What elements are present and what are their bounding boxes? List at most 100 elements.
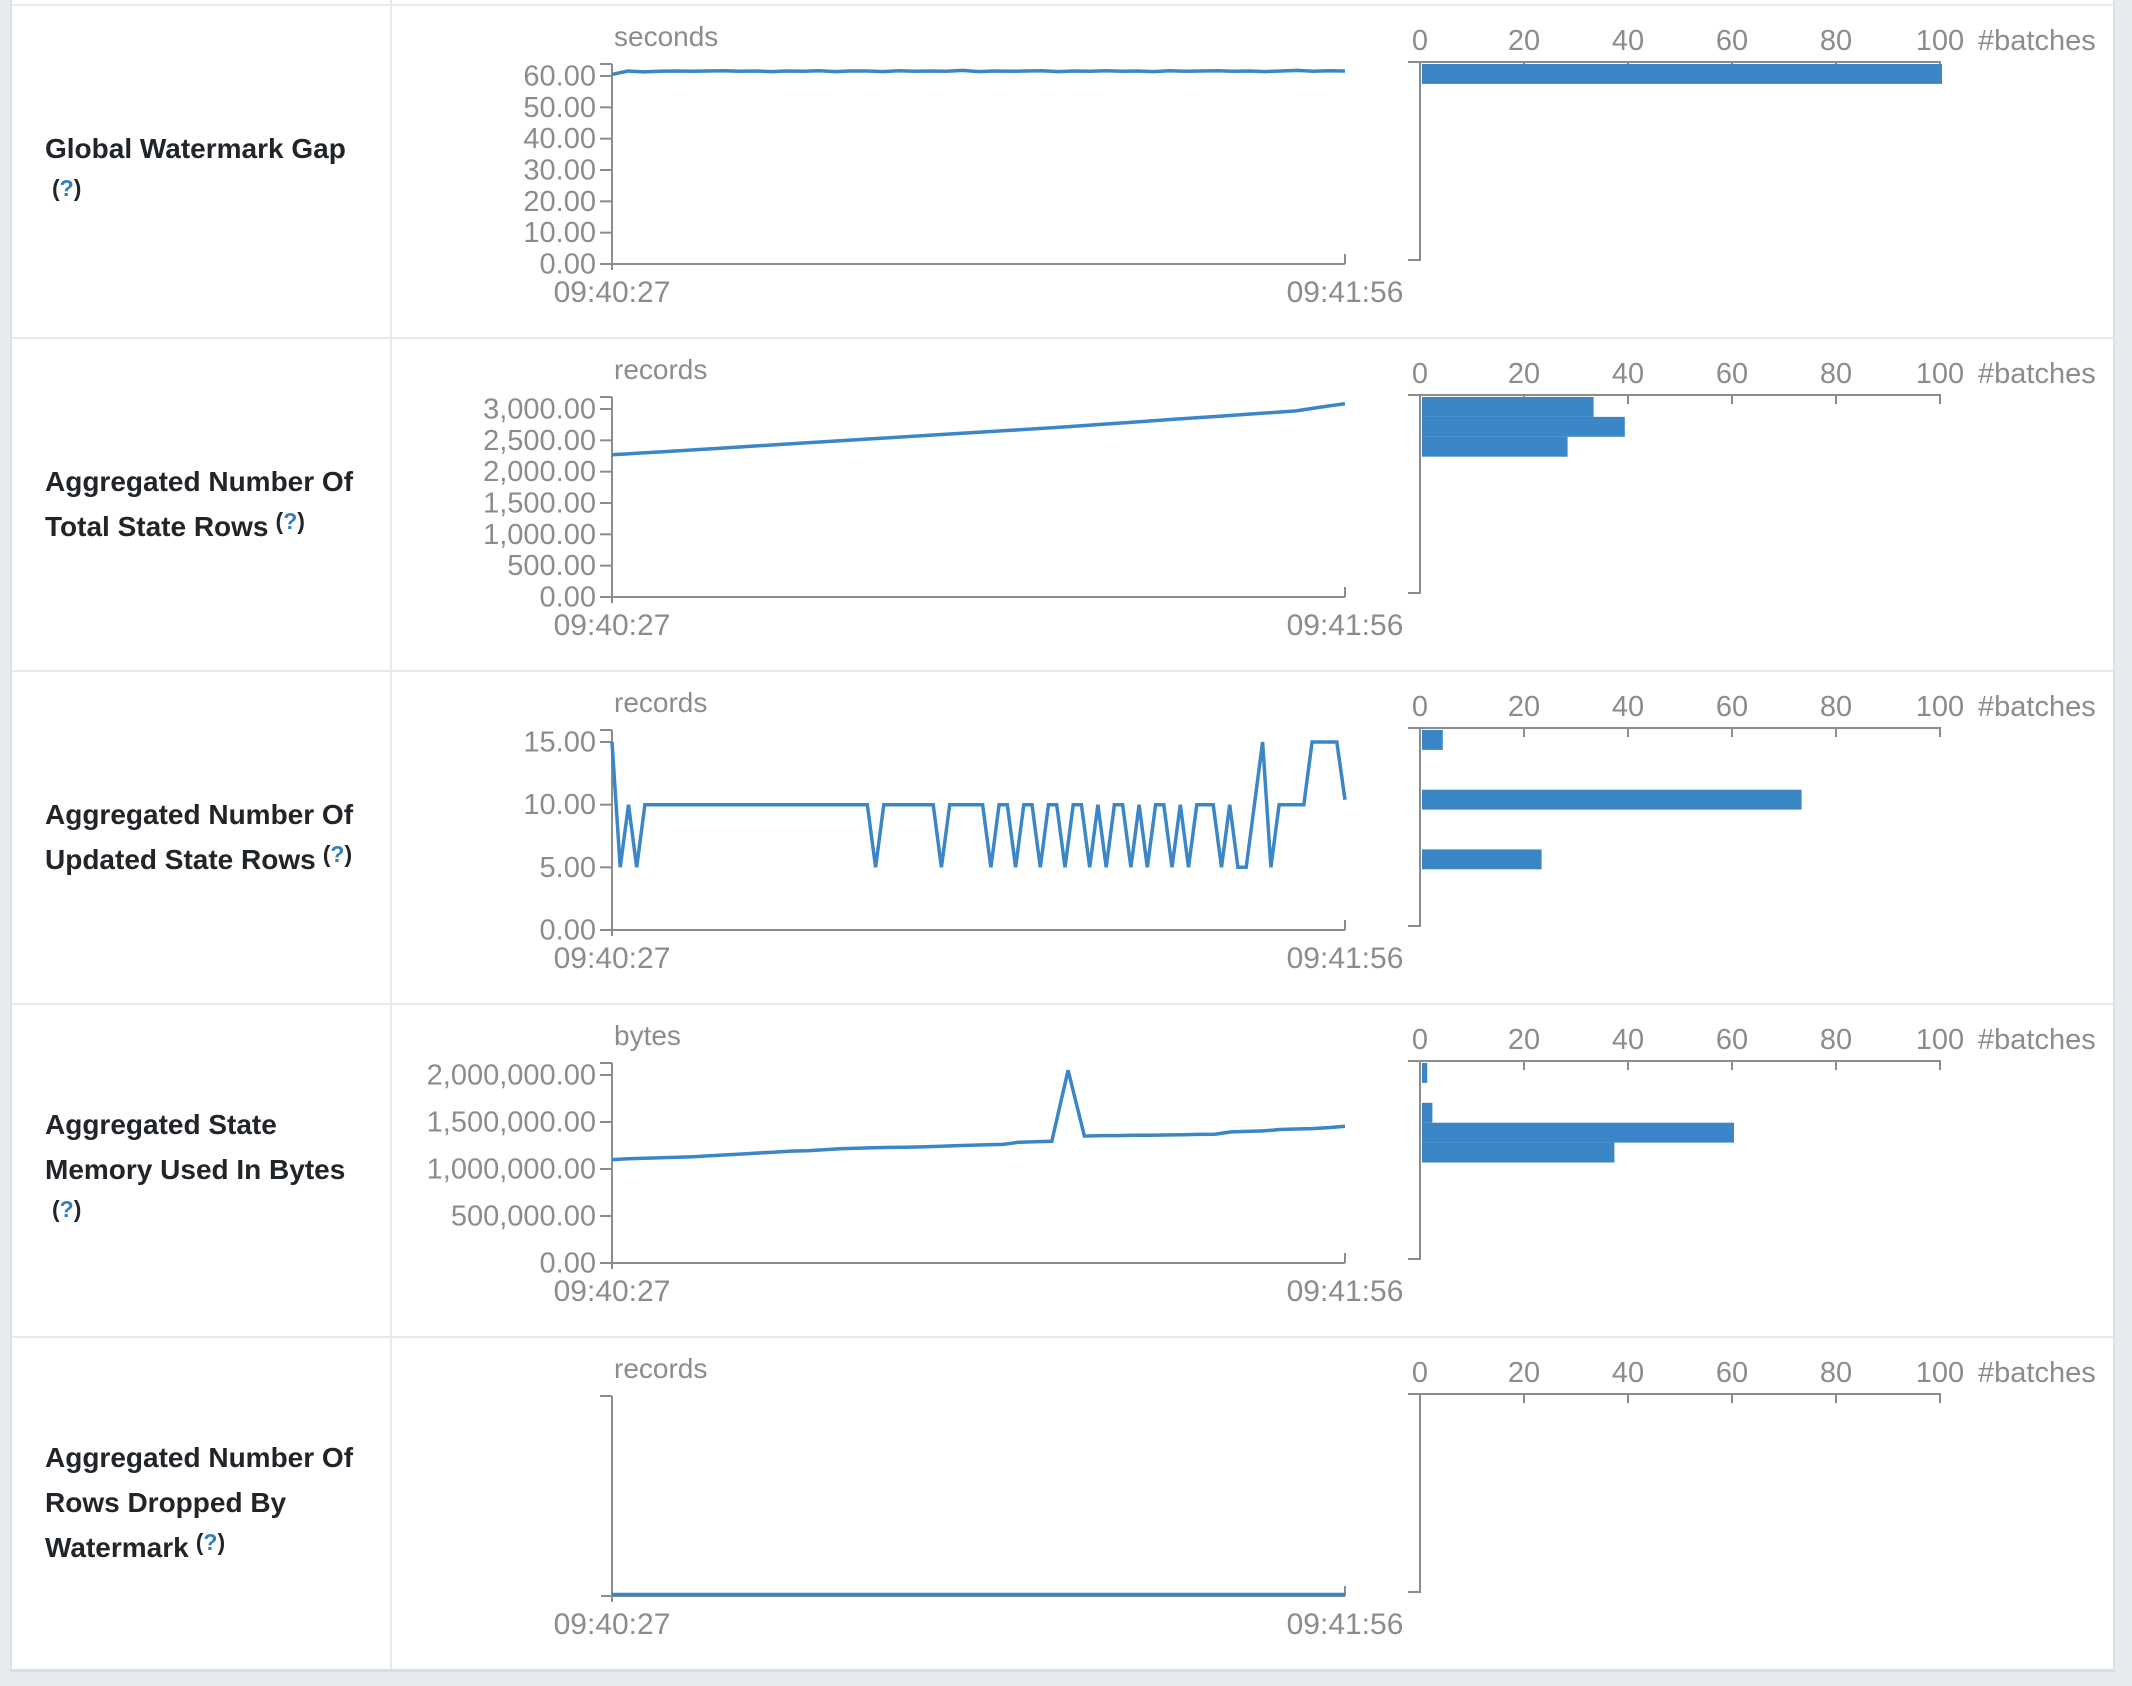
metric-label: Aggregated Number Of Rows Dropped By Wat… <box>12 1338 392 1669</box>
histogram-tick-label: 80 <box>1820 25 1852 57</box>
help-marker: (?) <box>52 174 82 201</box>
histogram-tick-label: 100 <box>1916 358 1964 390</box>
histogram-chart: 0 20 40 60 80 100 #batches <box>1408 1357 2096 1593</box>
help-marker: (?) <box>52 1196 82 1222</box>
metric-name: Aggregated Number Of Updated State Rows(… <box>45 798 354 875</box>
y-tick-label: 500,000.00 <box>451 1201 596 1233</box>
histogram-tick-label: 100 <box>1916 691 1964 723</box>
metric-row: Aggregated Number Of Total State Rows (?)… <box>12 339 2113 672</box>
x-end-label: 09:41:56 <box>1287 609 1404 642</box>
x-end-label: 09:41:56 <box>1287 276 1404 309</box>
histogram-tick-label: 40 <box>1612 358 1644 390</box>
timeline-chart: seconds 60.0050.0040.0030.0020.0010.000.0… <box>523 21 1403 309</box>
y-tick-label: 0.00 <box>540 1248 596 1280</box>
histogram-tick-label: 0 <box>1412 1357 1428 1389</box>
histogram-bar <box>1422 1063 1428 1083</box>
row-charts: bytes 2,000,000.00 1,500,000.00 1,000,000.0… <box>427 1020 2096 1308</box>
histogram-tick-label: 60 <box>1716 1024 1748 1056</box>
histogram-chart: 0 20 40 60 80 100 #batches <box>1408 25 2096 261</box>
y-tick-label: 50.00 <box>523 92 596 124</box>
histogram-tick-label: 60 <box>1716 358 1748 390</box>
histogram-tick-label: 20 <box>1508 25 1540 57</box>
histogram-bar <box>1422 1102 1433 1123</box>
histogram-bar <box>1422 1122 1734 1143</box>
histogram-chart: 0 20 40 60 80 100 #batches <box>1408 358 2096 594</box>
previous-row-sliver <box>12 0 2113 6</box>
histogram-tick-label: 40 <box>1612 25 1644 57</box>
metric-row: Aggregated Number Of Updated State Rows(… <box>12 672 2113 1005</box>
histogram-tick-label: 60 <box>1716 25 1748 57</box>
streaming-metrics-table: Global Watermark Gap(?) seconds 60.00 50.00… <box>10 0 2115 1672</box>
metric-name: Aggregated Number Of Total State Rows (?) <box>45 465 354 542</box>
row-charts: records3,000.002,500.002,000.001,500.001… <box>483 354 2096 642</box>
x-start-label: 09:40:27 <box>554 1275 671 1308</box>
histogram-axis-title: #batches <box>1978 691 2096 723</box>
metric-row: Global Watermark Gap(?) seconds 60.00 50.00… <box>12 6 2113 339</box>
histogram-bar <box>1422 416 1625 437</box>
x-end-label: 09:41:56 <box>1287 1275 1404 1308</box>
y-tick-label: 40.00 <box>523 123 596 155</box>
histogram-tick-label: 20 <box>1508 1357 1540 1389</box>
metric-row: Aggregated Number Of Rows Dropped By Wat… <box>12 1338 2113 1669</box>
y-tick-label: 30.00 <box>523 155 596 187</box>
help-link[interactable]: ? <box>283 507 298 534</box>
metric-label: Aggregated State Memory Used In Bytes(?) <box>12 1005 392 1336</box>
timeline-chart: records 3,000.002,500.002,000.001,500.001… <box>483 354 1403 642</box>
histogram-tick-label: 80 <box>1820 1357 1852 1389</box>
y-tick-label: 2,500.00 <box>483 425 596 457</box>
timeline-unit-label: records <box>614 687 707 718</box>
metric-name: Aggregated State Memory Used In Bytes(?) <box>45 1102 357 1239</box>
y-tick-label: 1,500,000.00 <box>427 1107 596 1139</box>
y-tick-label: 1,000.00 <box>483 519 596 551</box>
help-marker: (?) <box>195 1529 226 1555</box>
y-tick-label: 1,000,000.00 <box>427 1154 596 1186</box>
histogram-bar <box>1422 397 1594 417</box>
y-tick-label: 2,000,000.00 <box>427 1060 596 1092</box>
metric-label: Aggregated Number Of Total State Rows (?) <box>12 339 392 670</box>
timeline-unit-label: records <box>614 354 707 385</box>
x-start-label: 09:40:27 <box>554 942 671 975</box>
help-link[interactable]: ? <box>59 174 74 201</box>
histogram-tick-label: 100 <box>1916 1357 1964 1389</box>
help-link[interactable]: ? <box>330 840 345 867</box>
histogram-tick-label: 0 <box>1412 25 1428 57</box>
y-tick-label: 20.00 <box>523 186 596 218</box>
y-tick-label: 500.00 <box>507 550 596 582</box>
histogram-tick-label: 40 <box>1612 1024 1644 1056</box>
x-end-label: 09:41:56 <box>1287 942 1404 975</box>
y-tick-label: 0.00 <box>540 915 596 947</box>
y-tick-label: 10.00 <box>523 217 596 249</box>
histogram-tick-label: 80 <box>1820 1024 1852 1056</box>
histogram-tick-label: 100 <box>1916 25 1964 57</box>
histogram-tick-label: 20 <box>1508 1024 1540 1056</box>
help-link[interactable]: ? <box>203 1529 218 1555</box>
histogram-tick-label: 20 <box>1508 691 1540 723</box>
histogram-tick-label: 80 <box>1820 358 1852 390</box>
row-charts: seconds 60.0050.0040.0030.0020.0010.000.0… <box>523 21 2096 309</box>
y-tick-label: 10.00 <box>523 789 596 821</box>
y-tick-label: 3,000.00 <box>483 394 596 426</box>
histogram-bar <box>1422 436 1568 457</box>
y-tick-label: 1,500.00 <box>483 488 596 520</box>
y-tick-label: 5.00 <box>540 852 596 884</box>
histogram-tick-label: 0 <box>1412 358 1428 390</box>
metric-row: Aggregated State Memory Used In Bytes(?)… <box>12 1005 2113 1338</box>
histogram-chart: 0 20 40 60 80 100 #batches <box>1408 691 2096 927</box>
histogram-tick-label: 0 <box>1412 691 1428 723</box>
histogram-tick-label: 60 <box>1716 691 1748 723</box>
timeline-unit-label: seconds <box>614 21 718 52</box>
row-charts: records 09:40:27 09:41:56 0 20 40 60 80 100 #batc… <box>554 1353 2096 1641</box>
histogram-tick-label: 100 <box>1916 1024 1964 1056</box>
timeline-series-line <box>611 1069 1346 1162</box>
histogram-axis-title: #batches <box>1978 25 2096 57</box>
x-start-label: 09:40:27 <box>554 1608 671 1641</box>
y-tick-label: 60.00 <box>523 61 596 93</box>
histogram-tick-label: 0 <box>1412 1024 1428 1056</box>
histogram-bar <box>1422 1142 1615 1163</box>
y-tick-label: 0.00 <box>540 582 596 614</box>
metric-label: Global Watermark Gap(?) <box>12 6 392 337</box>
help-link[interactable]: ? <box>59 1196 74 1222</box>
histogram-bar <box>1422 789 1802 810</box>
timeline-series-line <box>611 68 1346 77</box>
